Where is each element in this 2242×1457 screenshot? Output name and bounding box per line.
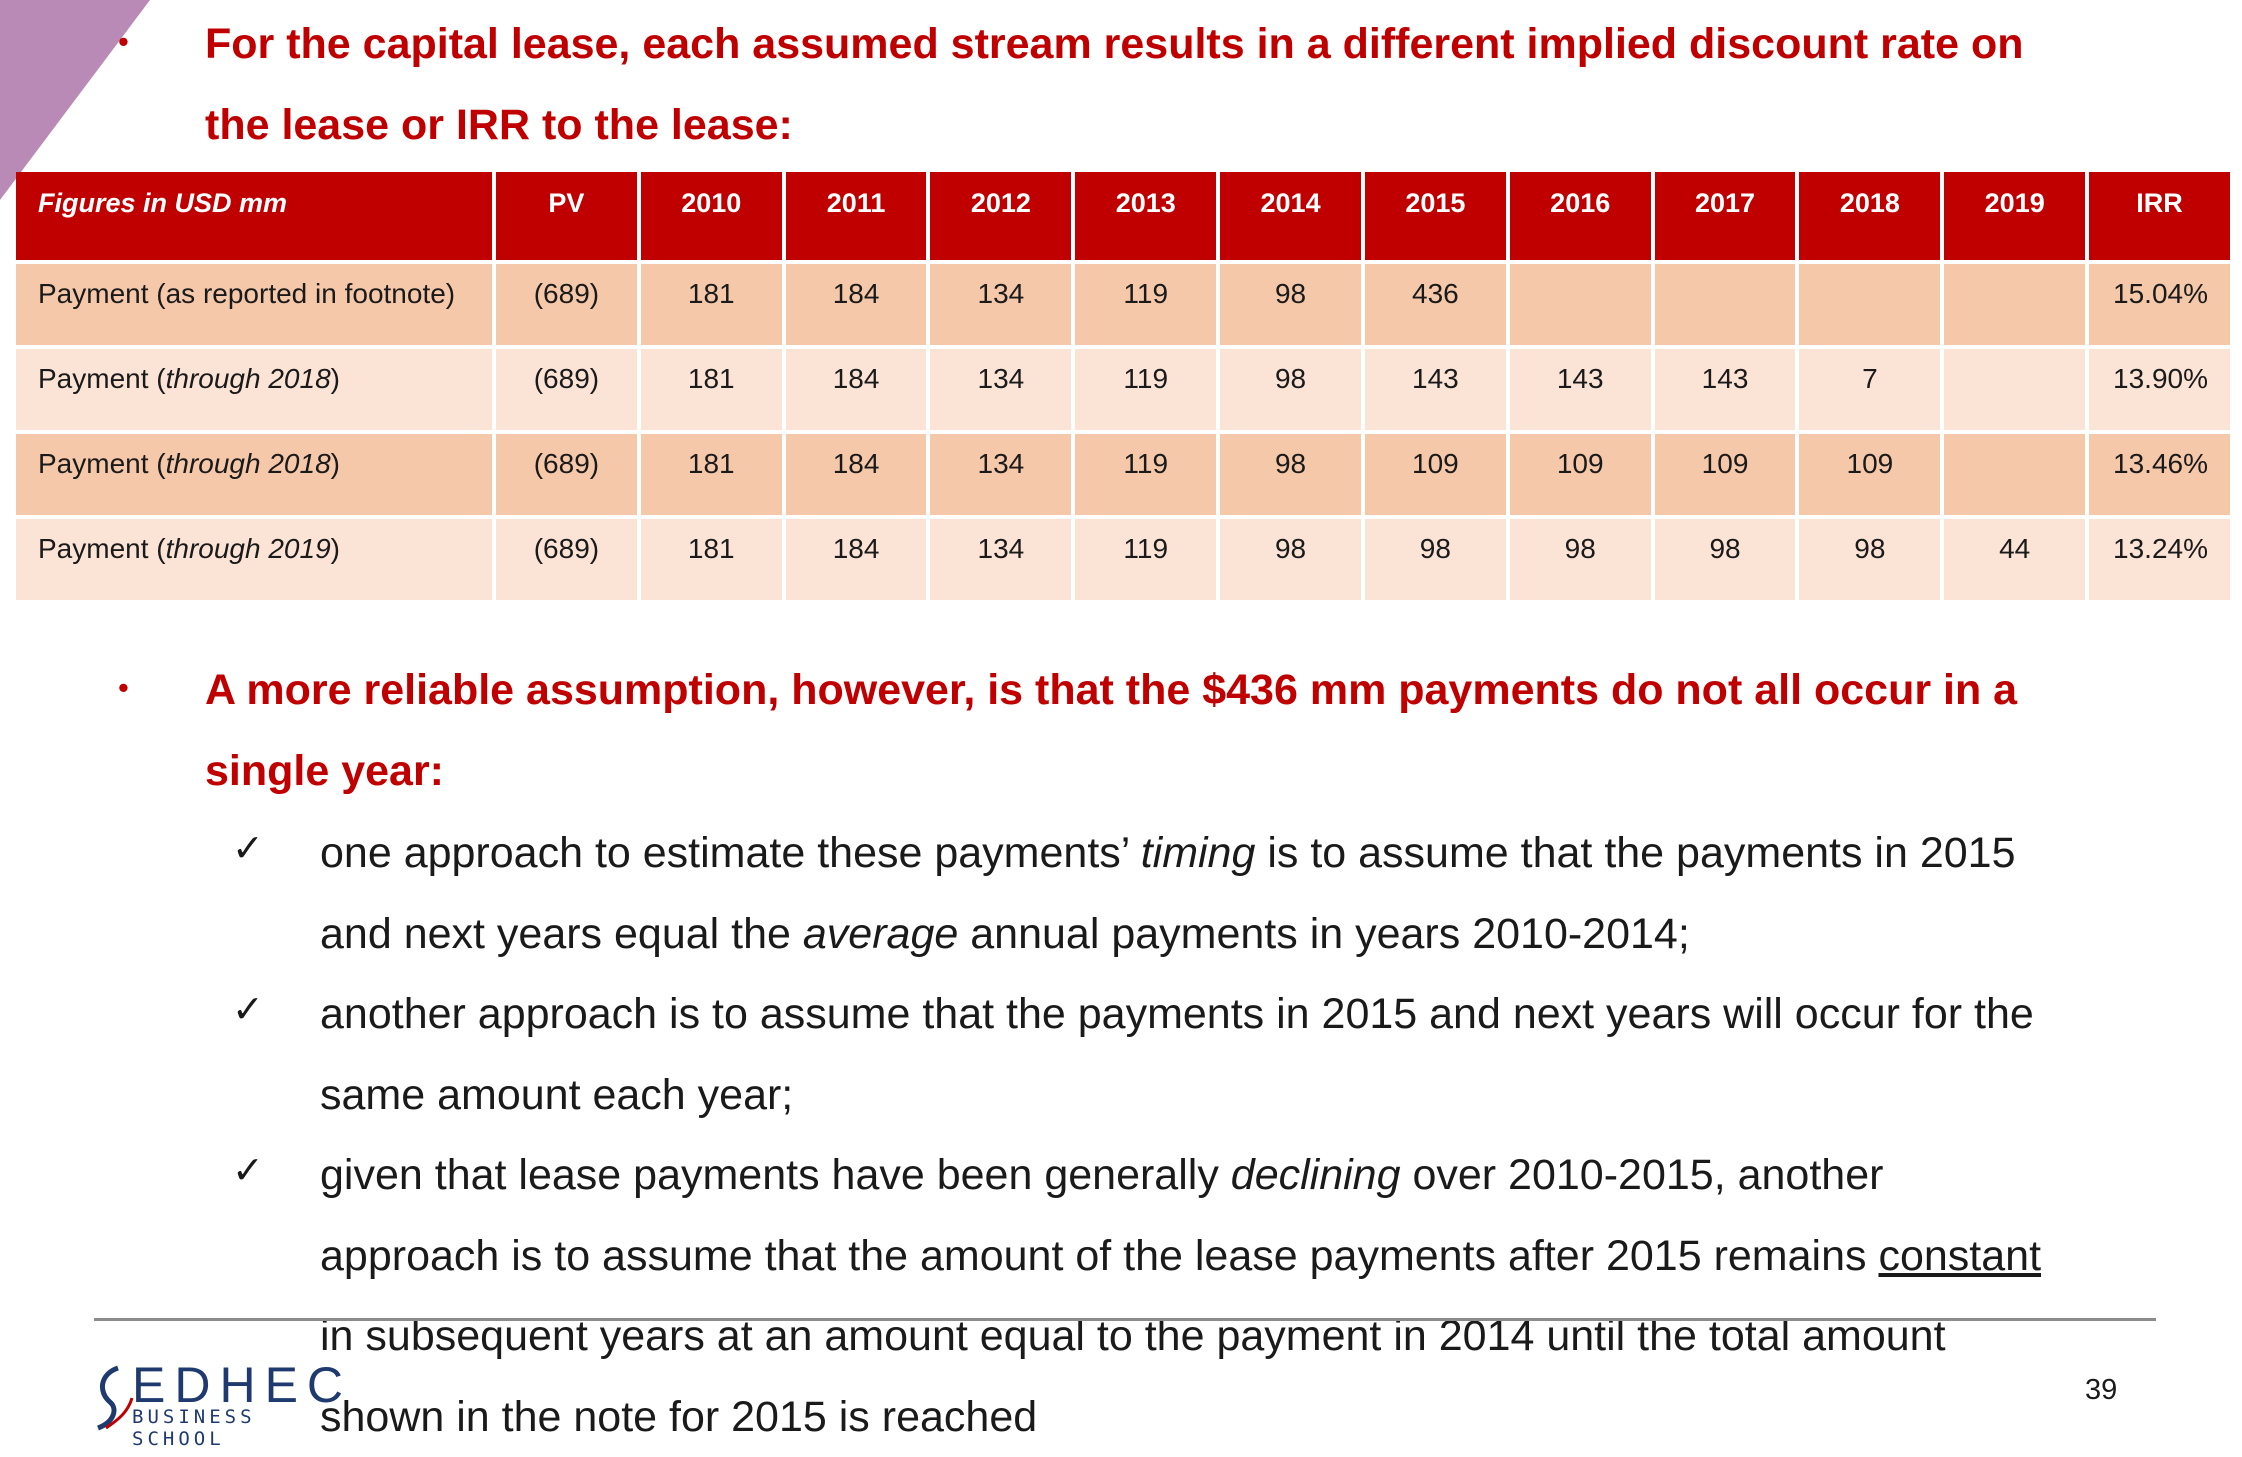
header-cell: IRR (2089, 172, 2230, 260)
table-cell (1944, 349, 2085, 430)
table-row: Payment (through 2018) (689) 181 184 134… (16, 349, 2230, 430)
header-cell: 2018 (1799, 172, 1940, 260)
table-cell (1799, 264, 1940, 345)
text-line: same amount each year; (320, 1055, 2220, 1136)
table-cell (1944, 264, 2085, 345)
heading-line: A more reliable assumption, however, is … (205, 650, 2155, 731)
table-cell: 98 (1220, 434, 1361, 515)
table-cell: 98 (1510, 519, 1651, 600)
header-cell: 2017 (1655, 172, 1796, 260)
table-cell: 119 (1075, 349, 1216, 430)
checkmark-icon: ✓ (232, 830, 264, 868)
heading-line: For the capital lease, each assumed stre… (205, 4, 2155, 85)
irr-cell: 13.46% (2089, 434, 2230, 515)
irr-cell: 13.90% (2089, 349, 2230, 430)
logo-mark-icon (88, 1362, 138, 1432)
table-row: Payment (through 2019) (689) 181 184 134… (16, 519, 2230, 600)
table-cell: 134 (930, 519, 1071, 600)
table-cell (1944, 434, 2085, 515)
table-cell: (689) (496, 519, 637, 600)
table-cell: (689) (496, 434, 637, 515)
table-cell: 184 (786, 349, 927, 430)
table-cell: (689) (496, 349, 637, 430)
text-line: and next years equal the average annual … (320, 894, 2220, 975)
table-cell: 98 (1655, 519, 1796, 600)
text-line: given that lease payments have been gene… (320, 1135, 2220, 1216)
table-cell: 98 (1799, 519, 1940, 600)
irr-cell: 13.24% (2089, 519, 2230, 600)
table-cell: 134 (930, 264, 1071, 345)
text-line: another approach is to assume that the p… (320, 974, 2220, 1055)
approach-average: one approach to estimate these payments’… (320, 813, 2220, 974)
page-number: 39 (2085, 1374, 2117, 1407)
approach-constant: given that lease payments have been gene… (320, 1135, 2220, 1457)
table-cell: 98 (1220, 264, 1361, 345)
table-cell: 143 (1365, 349, 1506, 430)
header-cell: PV (496, 172, 637, 260)
header-cell: 2016 (1510, 172, 1651, 260)
header-cell: 2012 (930, 172, 1071, 260)
table-cell: 134 (930, 349, 1071, 430)
table-cell: 181 (641, 519, 782, 600)
header-cell: 2011 (786, 172, 927, 260)
table-cell (1510, 264, 1651, 345)
table-cell: 98 (1220, 519, 1361, 600)
table-cell: (689) (496, 264, 637, 345)
table-cell: 134 (930, 434, 1071, 515)
table-cell: 109 (1510, 434, 1651, 515)
table-cell (1655, 264, 1796, 345)
checkmark-icon: ✓ (232, 991, 264, 1029)
lease-irr-table: Figures in USD mm PV 2010 2011 2012 2013… (12, 168, 2234, 604)
table-cell: 44 (1944, 519, 2085, 600)
table-row: Payment (through 2018) (689) 181 184 134… (16, 434, 2230, 515)
table-cell: 109 (1799, 434, 1940, 515)
table-cell: 436 (1365, 264, 1506, 345)
row-label: Payment (through 2019) (16, 519, 492, 600)
table-cell: 98 (1365, 519, 1506, 600)
bullet-icon: • (118, 26, 129, 57)
row-label: Payment (through 2018) (16, 349, 492, 430)
edhec-logo: EDHEC BUSINESS SCHOOL (88, 1362, 338, 1442)
text-line: shown in the note for 2015 is reached (320, 1377, 2220, 1457)
text-line: approach is to assume that the amount of… (320, 1216, 2220, 1297)
heading-reliable-assumption: A more reliable assumption, however, is … (205, 650, 2155, 812)
table-cell: 7 (1799, 349, 1940, 430)
table-cell: 184 (786, 434, 927, 515)
table-cell: 109 (1365, 434, 1506, 515)
table-cell: 143 (1510, 349, 1651, 430)
header-cell: 2014 (1220, 172, 1361, 260)
text-line: in subsequent years at an amount equal t… (320, 1296, 2220, 1377)
header-cell: 2010 (641, 172, 782, 260)
header-cell: Figures in USD mm (16, 172, 492, 260)
table-cell: 184 (786, 264, 927, 345)
row-label: Payment (as reported in footnote) (16, 264, 492, 345)
table-cell: 181 (641, 434, 782, 515)
irr-cell: 15.04% (2089, 264, 2230, 345)
table-cell: 181 (641, 264, 782, 345)
logo-subtext: BUSINESS SCHOOL (132, 1406, 338, 1450)
table-cell: 119 (1075, 519, 1216, 600)
footer-divider (94, 1318, 2156, 1321)
table-cell: 109 (1655, 434, 1796, 515)
approach-same-amount: another approach is to assume that the p… (320, 974, 2220, 1135)
heading-line: single year: (205, 731, 2155, 812)
table-header-row: Figures in USD mm PV 2010 2011 2012 2013… (16, 172, 2230, 260)
text-line: one approach to estimate these payments’… (320, 813, 2220, 894)
table-cell: 181 (641, 349, 782, 430)
table-row: Payment (as reported in footnote) (689) … (16, 264, 2230, 345)
header-cell: 2019 (1944, 172, 2085, 260)
table-cell: 98 (1220, 349, 1361, 430)
table-cell: 184 (786, 519, 927, 600)
header-cell: 2015 (1365, 172, 1506, 260)
checkmark-icon: ✓ (232, 1152, 264, 1190)
heading-capital-lease: For the capital lease, each assumed stre… (205, 4, 2155, 166)
header-cell: 2013 (1075, 172, 1216, 260)
row-label: Payment (through 2018) (16, 434, 492, 515)
table-cell: 143 (1655, 349, 1796, 430)
bullet-icon: • (118, 672, 129, 703)
table-cell: 119 (1075, 434, 1216, 515)
table-cell: 119 (1075, 264, 1216, 345)
heading-line: the lease or IRR to the lease: (205, 85, 2155, 166)
